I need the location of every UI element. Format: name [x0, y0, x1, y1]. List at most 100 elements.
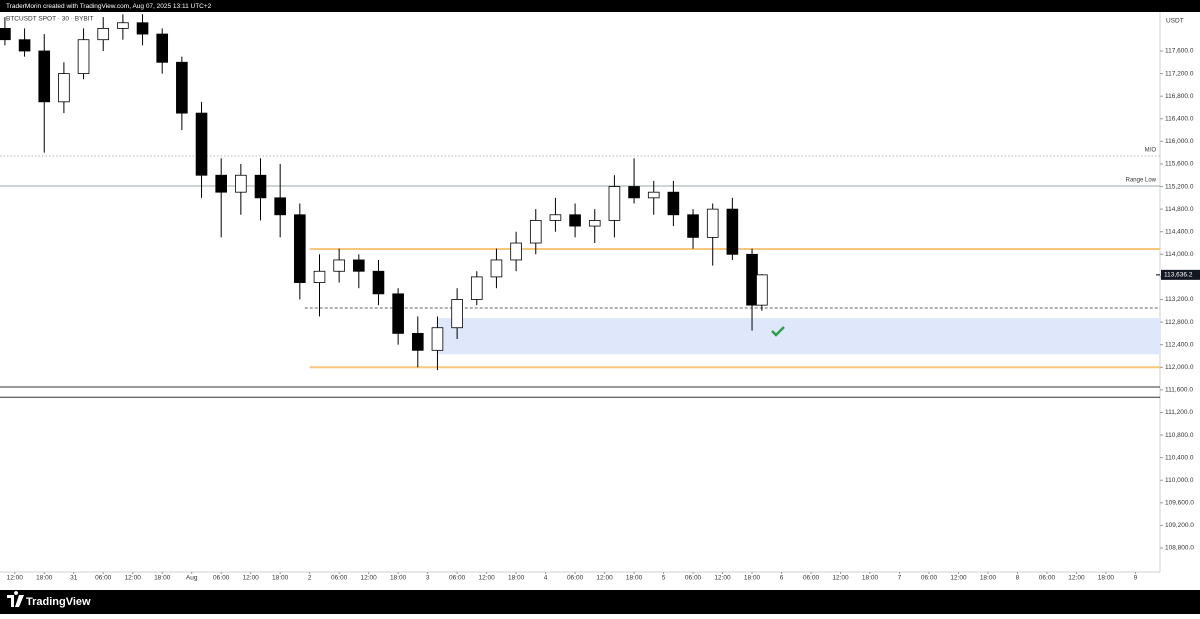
candle-body: [156, 33, 169, 63]
y-tick-label: 115,600.0: [1165, 161, 1194, 168]
x-tick-label: 06:00: [1039, 575, 1056, 582]
y-tick-label: 108,800.0: [1165, 545, 1194, 552]
candle-body: [333, 259, 345, 272]
x-tick-label: 2: [308, 575, 312, 582]
x-tick-label: 06:00: [331, 575, 348, 582]
x-tick-label: 18:00: [862, 575, 879, 582]
candle-body: [274, 197, 286, 216]
header-bar: [0, 0, 1200, 12]
x-tick-label: 06:00: [803, 575, 820, 582]
candle-body: [195, 112, 208, 176]
y-tick-label: 114,400.0: [1165, 228, 1194, 235]
candle-body: [136, 22, 149, 35]
candle-body: [667, 191, 680, 216]
x-tick-label: Aug: [186, 575, 198, 582]
x-tick-label: 12:00: [1068, 575, 1085, 582]
y-tick-label: 110,400.0: [1165, 454, 1194, 461]
y-tick-label: 116,800.0: [1165, 93, 1194, 100]
candle-body: [313, 270, 326, 283]
x-tick-label: 31: [70, 575, 78, 582]
x-tick-label: 12:00: [361, 575, 378, 582]
x-tick-label: 7: [898, 575, 902, 582]
candle-body: [470, 276, 483, 300]
candle-body: [235, 174, 247, 193]
y-tick-label: 117,200.0: [1165, 70, 1194, 77]
symbol-title: BTCUSDT SPOT · 30 · BYBIT: [6, 16, 94, 23]
header-text: TraderMorin created with TradingView.com…: [6, 3, 212, 10]
candle-body: [58, 73, 70, 103]
footer-brand: TradingView: [26, 596, 91, 608]
x-tick-label: 18:00: [36, 575, 53, 582]
candle-body: [254, 174, 267, 199]
y-tick-label: 116,000.0: [1165, 138, 1194, 145]
x-tick-label: 12:00: [714, 575, 731, 582]
candle-body: [706, 208, 719, 238]
candle-body: [0, 28, 11, 41]
x-tick-label: 18:00: [390, 575, 407, 582]
candle-body: [77, 39, 90, 74]
x-tick-label: 06:00: [921, 575, 938, 582]
y-tick-label: 113,200.0: [1165, 296, 1194, 303]
candle-body: [294, 214, 306, 283]
plot: M/O Range Low: [0, 14, 1160, 398]
footer-bar: [0, 590, 1200, 614]
x-tick-label: 18:00: [744, 575, 761, 582]
candle-body: [411, 332, 424, 351]
y-tick-label: 114,000.0: [1165, 251, 1194, 258]
logo-icon: [7, 591, 24, 607]
x-tick-label: 6: [780, 575, 784, 582]
x-tick-label: 18:00: [626, 575, 643, 582]
last-price-box: [1161, 269, 1200, 280]
x-tick-label: 06:00: [567, 575, 584, 582]
candle-body: [628, 186, 640, 199]
x-tick-label: 5: [662, 575, 666, 582]
x-tick-label: 12:00: [950, 575, 967, 582]
x-tick-label: 18:00: [272, 575, 289, 582]
x-tick-label: 06:00: [449, 575, 466, 582]
y-tick-label: 111,600.0: [1165, 387, 1193, 394]
candle-body: [549, 214, 562, 221]
level-label: M/O: [1145, 148, 1157, 154]
candle-body: [372, 270, 385, 295]
x-tick-label: 06:00: [685, 575, 702, 582]
y-tick-label: 109,600.0: [1165, 500, 1194, 507]
y-tick-label: 112,400.0: [1165, 341, 1194, 348]
check-mark: [771, 326, 785, 337]
x-tick-label: 18:00: [980, 575, 997, 582]
candle-body: [176, 61, 188, 114]
candle-body: [215, 174, 227, 193]
x-tick-label: 12:00: [832, 575, 849, 582]
candle-body: [117, 22, 129, 29]
candle-body: [97, 28, 110, 41]
candle-body: [569, 214, 581, 227]
candle-body: [746, 253, 758, 306]
y-tick-label: 110,000.0: [1165, 477, 1194, 484]
candle-body: [353, 259, 365, 272]
last-price-label: 113,636.2: [1164, 272, 1193, 279]
y-tick-label: 114,800.0: [1165, 206, 1194, 213]
candle-body: [529, 220, 542, 244]
y-tick-label: 111,200.0: [1165, 409, 1193, 416]
y-tick-label: 112,000.0: [1165, 364, 1194, 371]
candle-body: [38, 50, 51, 103]
currency-label: USDT: [1166, 18, 1184, 25]
x-tick-label: 4: [544, 575, 548, 582]
candle-body: [608, 186, 621, 221]
candle-body: [510, 242, 522, 261]
candle-body: [647, 191, 660, 199]
candle-body: [756, 274, 768, 306]
x-tick-label: 12:00: [125, 575, 142, 582]
x-tick-label: 18:00: [508, 575, 525, 582]
x-tick-label: 9: [1134, 575, 1138, 582]
x-tick-label: 12:00: [243, 575, 260, 582]
y-tick-label: 109,200.0: [1165, 522, 1194, 529]
candle-body: [392, 293, 404, 334]
x-tick-label: 8: [1016, 575, 1020, 582]
candle-body: [687, 214, 699, 238]
candle-body: [726, 208, 739, 255]
y-tick-label: 117,600.0: [1165, 48, 1194, 55]
zone: [437, 318, 1160, 355]
x-tick-label: 12:00: [478, 575, 495, 582]
y-tick-label: 110,800.0: [1165, 432, 1194, 439]
